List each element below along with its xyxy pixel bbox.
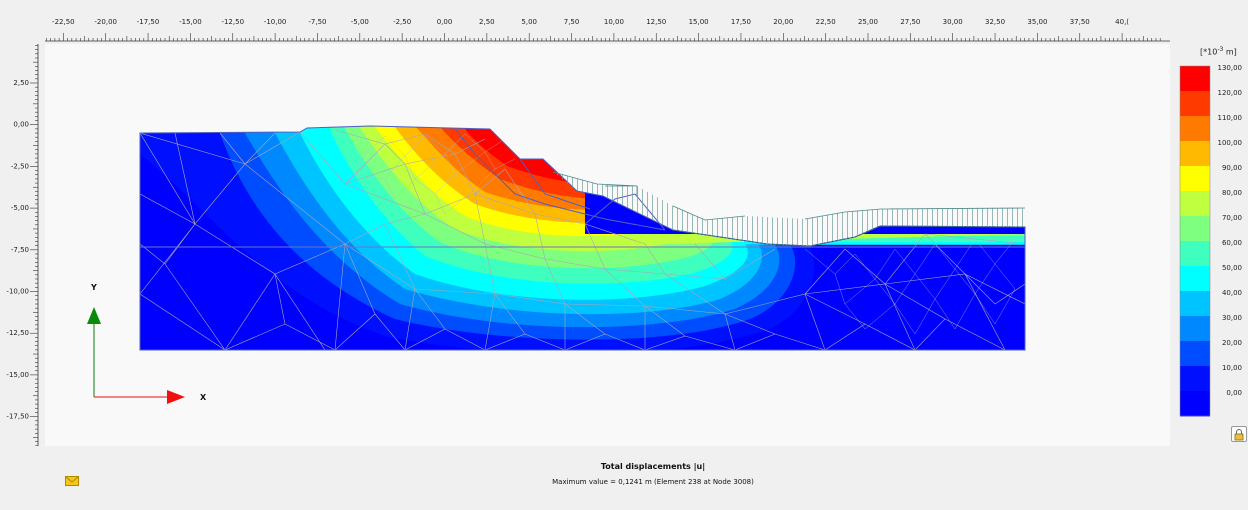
y-axis-arrow (87, 307, 101, 324)
dense-mesh-overlay (344, 133, 1016, 335)
x-tick-label: 40,( (1115, 18, 1129, 26)
model-canvas[interactable]: Y X (45, 44, 1170, 446)
x-tick-label: 25,00 (858, 18, 878, 26)
legend-label: 70,00 (1222, 214, 1242, 222)
legend-swatch (1180, 66, 1210, 92)
displacement-contours (140, 126, 1025, 350)
x-tick-label: -5,00 (351, 18, 369, 26)
x-tick-label: 32,50 (985, 18, 1005, 26)
legend-swatch (1180, 141, 1210, 167)
legend-swatch (1180, 291, 1210, 317)
y-tick-label: -17,50 (6, 413, 29, 421)
x-tick-label: -15,00 (179, 18, 202, 26)
legend-label: 120,00 (1218, 89, 1243, 97)
result-info-panel (0, 448, 1248, 510)
envelope-icon[interactable] (65, 476, 79, 486)
legend-label: 10,00 (1222, 364, 1242, 372)
x-tick-label: 0,00 (437, 18, 453, 26)
x-tick-label: 35,00 (1027, 18, 1047, 26)
legend-label: 0,00 (1226, 389, 1242, 397)
x-tick-label: -2,50 (393, 18, 411, 26)
legend-swatch (1180, 116, 1210, 142)
legend-label: 110,00 (1218, 114, 1243, 122)
x-tick-label: 15,00 (689, 18, 709, 26)
legend-label: 90,00 (1222, 164, 1242, 172)
horizontal-ruler: 25,00 -22,50 -20,00 -17,50 -15,00 -12,50 -10,0… (45, 18, 1170, 42)
y-tick-label: -12,50 (6, 329, 29, 337)
legend-swatch (1180, 316, 1210, 342)
legend-label: 40,00 (1222, 289, 1242, 297)
legend-label: 100,00 (1218, 139, 1243, 147)
maximum-value-text: Maximum value = 0,1241 m (Element 238 at… (552, 478, 754, 486)
legend-swatch (1180, 366, 1210, 392)
legend-label: 60,00 (1222, 239, 1242, 247)
x-axis-arrow (167, 390, 185, 404)
x-tick-label: -22,50 (52, 18, 75, 26)
y-tick-label: -7,50 (11, 246, 29, 254)
x-tick-label: 22,50 (816, 18, 836, 26)
x-tick-label: -12,50 (221, 18, 244, 26)
legend-label: 20,00 (1222, 339, 1242, 347)
legend-label: 30,00 (1222, 314, 1242, 322)
legend-label: 80,00 (1222, 189, 1242, 197)
vertical-ruler: 2,50 0,00 -2,50 -5,00 -7,50 -10,00 -12,50 -15,0… (6, 44, 39, 446)
y-tick-label: 0,00 (13, 121, 29, 129)
result-title: Total displacements |u| (600, 462, 706, 471)
y-tick-label: 2,50 (13, 79, 29, 87)
x-tick-label: 37,50 (1070, 18, 1090, 26)
distributed-load (552, 171, 1026, 247)
x-tick-label: 7,50 (564, 18, 580, 26)
x-tick-label: -17,50 (137, 18, 160, 26)
legend-swatch (1180, 91, 1210, 117)
color-legend: 130,00 120,00 110,00 100,00 90,00 80,00 70,00 6… (1179, 64, 1243, 417)
legend-swatch (1180, 341, 1210, 367)
legend-label: 130,00 (1218, 64, 1243, 72)
y-tick-label: -15,00 (6, 371, 29, 379)
x-axis-label: X (200, 393, 207, 402)
x-tick-label: 30,00 (943, 18, 963, 26)
x-tick-label: 17,50 (731, 18, 751, 26)
x-tick-label: 12,50 (646, 18, 666, 26)
finite-element-mesh (140, 129, 1025, 350)
lock-button[interactable] (1231, 426, 1247, 442)
lock-icon (1234, 429, 1244, 441)
axes-indicator: Y X (87, 283, 207, 404)
legend-unit: [*10-3 m] (1200, 46, 1237, 57)
legend-swatch (1180, 216, 1210, 242)
y-tick-label: -10,00 (6, 288, 29, 296)
y-tick-label: -5,00 (11, 204, 29, 212)
x-tick-label: 27,50 (900, 18, 920, 26)
x-tick-label: 5,00 (521, 18, 537, 26)
x-tick-label: 2,50 (479, 18, 495, 26)
y-axis-label: Y (90, 283, 97, 292)
legend-swatch (1180, 241, 1210, 267)
legend-swatch (1180, 166, 1210, 192)
x-tick-label: -10,00 (264, 18, 287, 26)
x-tick-label: 20,00 (773, 18, 793, 26)
legend-swatch (1180, 191, 1210, 217)
x-tick-label: 10,00 (604, 18, 624, 26)
legend-swatch (1180, 391, 1210, 417)
legend-swatch (1180, 266, 1210, 292)
legend-label: 50,00 (1222, 264, 1242, 272)
y-tick-label: -2,50 (11, 162, 29, 170)
x-tick-label: -7,50 (308, 18, 326, 26)
x-tick-label: -20,00 (94, 18, 117, 26)
